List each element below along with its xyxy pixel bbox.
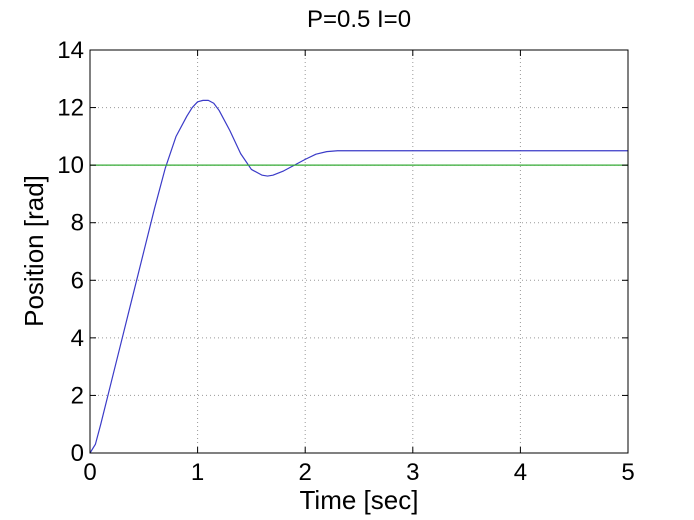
y-tick-label: 6 [71,267,84,294]
x-tick-label: 4 [514,459,527,486]
x-tick-labels: 0 1 2 3 4 5 [83,459,634,486]
chart-title: P=0.5 I=0 [307,6,411,33]
y-tick-label: 8 [71,210,84,237]
y-tick-label: 12 [57,95,84,122]
axes-frame [89,49,629,454]
tick-marks [89,49,629,454]
x-tick-label: 1 [191,459,204,486]
y-tick-label: 4 [71,325,84,352]
y-axis-title: Position [rad] [19,175,49,327]
y-tick-label: 10 [57,152,84,179]
x-tick-label: 0 [83,459,96,486]
x-axis-title: Time [sec] [300,485,419,515]
position-response-line [89,99,628,454]
y-tick-labels: 0 2 4 6 8 10 12 14 [57,37,84,467]
y-tick-label: 0 [71,440,84,467]
y-tick-label: 14 [57,37,84,64]
plot-area [90,50,628,453]
y-tick-label: 2 [71,382,84,409]
x-tick-label: 2 [299,459,312,486]
series-group [89,99,628,454]
x-tick-label: 5 [621,459,634,486]
x-tick-label: 3 [406,459,419,486]
